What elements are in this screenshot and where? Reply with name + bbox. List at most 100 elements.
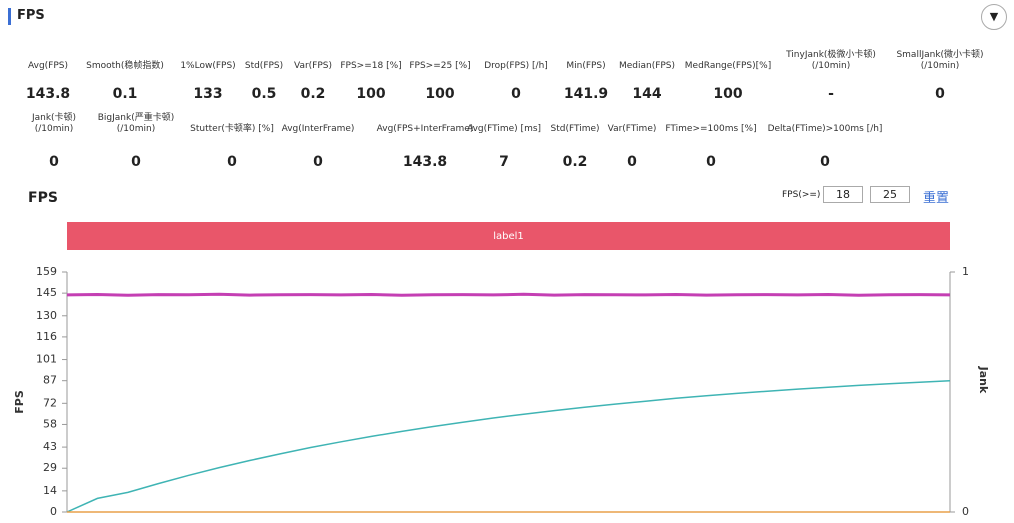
y-axis-label: FPS bbox=[13, 390, 26, 414]
y-tick-label: 87 bbox=[43, 374, 57, 387]
stat-value: 141.9 bbox=[563, 86, 609, 102]
stat-label-line: Smooth(稳帧指数) bbox=[86, 61, 164, 71]
stat-value: 0 bbox=[131, 154, 141, 170]
threshold-label: FPS(>=) bbox=[782, 190, 821, 200]
stat-value: 0 bbox=[706, 154, 716, 170]
y-tick-label: 130 bbox=[36, 309, 57, 322]
stat-label: Var(FTime) bbox=[608, 124, 657, 135]
stat-label: Avg(FPS+InterFrame) bbox=[377, 124, 474, 135]
reset-button[interactable]: 重置 bbox=[923, 191, 950, 206]
stat-value: 143.8 bbox=[25, 86, 71, 102]
stat-label-line: (/10min) bbox=[34, 124, 74, 134]
header-bar bbox=[8, 8, 11, 25]
stat-value: 0.2 bbox=[562, 154, 588, 170]
stat-label: SmallJank(微小卡顿) (/10min) bbox=[896, 50, 983, 72]
chart-title: FPS bbox=[28, 190, 58, 206]
stat-label-line: Std(FPS) bbox=[244, 61, 284, 71]
series-line bbox=[66, 379, 951, 513]
stat-label: Avg(FTime) [ms] bbox=[467, 124, 541, 135]
y-tick-label: 72 bbox=[43, 396, 57, 409]
stat-value: 0.1 bbox=[112, 86, 138, 102]
stat-label: FPS>=25 [%] bbox=[409, 61, 470, 72]
stat-label: Avg(InterFrame) bbox=[282, 124, 355, 135]
stat-label: Var(FPS) bbox=[294, 61, 332, 72]
stat-label-line: FTime>=100ms [%] bbox=[665, 124, 757, 134]
stat-label: Drop(FPS) [/h] bbox=[484, 61, 548, 72]
stat-label: TinyJank(极微小卡顿) (/10min) bbox=[786, 50, 876, 72]
stat-label: Stutter(卡顿率) [%] bbox=[190, 124, 274, 135]
collapse-button[interactable]: ▼ bbox=[981, 4, 1007, 30]
y-tick-label: 145 bbox=[36, 286, 57, 299]
stat-label-line: Min(FPS) bbox=[566, 61, 606, 71]
stat-label-line: FPS>=18 [%] bbox=[340, 61, 402, 71]
y-tick-label: 0 bbox=[50, 505, 57, 518]
stat-value: - bbox=[828, 86, 834, 102]
y-tick-label: 159 bbox=[36, 265, 57, 278]
stat-value: 0 bbox=[935, 86, 945, 102]
y2-axis-label: Jank bbox=[977, 366, 990, 394]
stat-value: 133 bbox=[193, 86, 223, 102]
y-tick-label: 116 bbox=[36, 330, 57, 343]
stat-value: 0 bbox=[313, 154, 323, 170]
stat-label-line: Avg(FPS) bbox=[27, 61, 69, 71]
stat-value: 0 bbox=[227, 154, 237, 170]
stat-value: 0 bbox=[49, 154, 59, 170]
stat-label-line: Avg(FTime) [ms] bbox=[466, 124, 542, 134]
stat-value: 143.8 bbox=[402, 154, 448, 170]
y2-tick-label: 0 bbox=[962, 505, 969, 518]
stat-value: 0 bbox=[511, 86, 521, 102]
threshold-input[interactable]: 25 bbox=[870, 186, 910, 203]
stat-label-line: Var(FPS) bbox=[293, 61, 333, 71]
stat-label-line: (/10min) bbox=[811, 61, 851, 71]
chart: label1 0 14 29 43 58 72 87 101 116 130 145 159 0 1 FPS J… bbox=[13, 222, 990, 518]
stat-label-line: FPS>=25 [%] bbox=[409, 61, 471, 71]
series-line bbox=[66, 292, 951, 297]
stat-label-line: Delta(FTime)>100ms [/h] bbox=[767, 124, 883, 134]
y-tick-label: 101 bbox=[36, 353, 57, 366]
stat-label-line: (/10min) bbox=[116, 124, 156, 134]
stat-value: 0.2 bbox=[300, 86, 326, 102]
stat-label-line: MedRange(FPS)[%] bbox=[684, 61, 772, 71]
stat-label: Smooth(稳帧指数) bbox=[86, 61, 164, 72]
stat-label-line: Jank(卡顿) bbox=[31, 113, 77, 123]
stat-label-line: TinyJank(极微小卡顿) bbox=[786, 50, 876, 60]
stat-label: Delta(FTime)>100ms [/h] bbox=[768, 124, 883, 135]
stat-label-line: Drop(FPS) [/h] bbox=[484, 61, 548, 71]
stat-value: 100 bbox=[356, 86, 386, 102]
stat-label: FPS>=18 [%] bbox=[340, 61, 401, 72]
stat-label: MedRange(FPS)[%] bbox=[685, 61, 771, 72]
stat-value: 144 bbox=[632, 86, 662, 102]
stat-label: Median(FPS) bbox=[619, 61, 675, 72]
stat-label-line: Avg(InterFrame) bbox=[281, 124, 355, 134]
stat-label: Min(FPS) bbox=[566, 61, 605, 72]
label-band-text: label1 bbox=[493, 231, 524, 242]
stat-label-line: Avg(FPS+InterFrame) bbox=[376, 124, 474, 134]
stat-value: 0 bbox=[627, 154, 637, 170]
y-tick-label: 58 bbox=[43, 417, 57, 430]
stat-value: 100 bbox=[425, 86, 455, 102]
stat-label: Std(FTime) bbox=[550, 124, 599, 135]
stat-label-line: (/10min) bbox=[920, 61, 960, 71]
stat-label: Jank(卡顿) (/10min) bbox=[32, 113, 76, 135]
stat-label: Std(FPS) bbox=[245, 61, 283, 72]
label-band bbox=[67, 222, 950, 250]
stat-label-line: 1%Low(FPS) bbox=[180, 61, 236, 71]
stat-value: 0 bbox=[820, 154, 830, 170]
threshold-input[interactable]: 18 bbox=[823, 186, 863, 203]
y-tick-label: 29 bbox=[43, 461, 57, 474]
stat-value: 0.5 bbox=[251, 86, 277, 102]
stat-label: Avg(FPS) bbox=[28, 61, 68, 72]
stat-label-line: Var(FTime) bbox=[607, 124, 657, 134]
y-tick-label: 43 bbox=[43, 440, 57, 453]
stat-label-line: Stutter(卡顿率) [%] bbox=[190, 124, 274, 134]
stat-label-line: Std(FTime) bbox=[550, 124, 600, 134]
y2-tick-label: 1 bbox=[962, 265, 969, 278]
stat-value: 7 bbox=[499, 154, 509, 170]
stat-label-line: SmallJank(微小卡顿) bbox=[896, 50, 984, 60]
y-tick-label: 14 bbox=[43, 484, 57, 497]
stat-value: 100 bbox=[713, 86, 743, 102]
stat-label: FTime>=100ms [%] bbox=[665, 124, 756, 135]
stat-label-line: Median(FPS) bbox=[618, 61, 676, 71]
stat-label: BigJank(严重卡顿) (/10min) bbox=[98, 113, 175, 135]
